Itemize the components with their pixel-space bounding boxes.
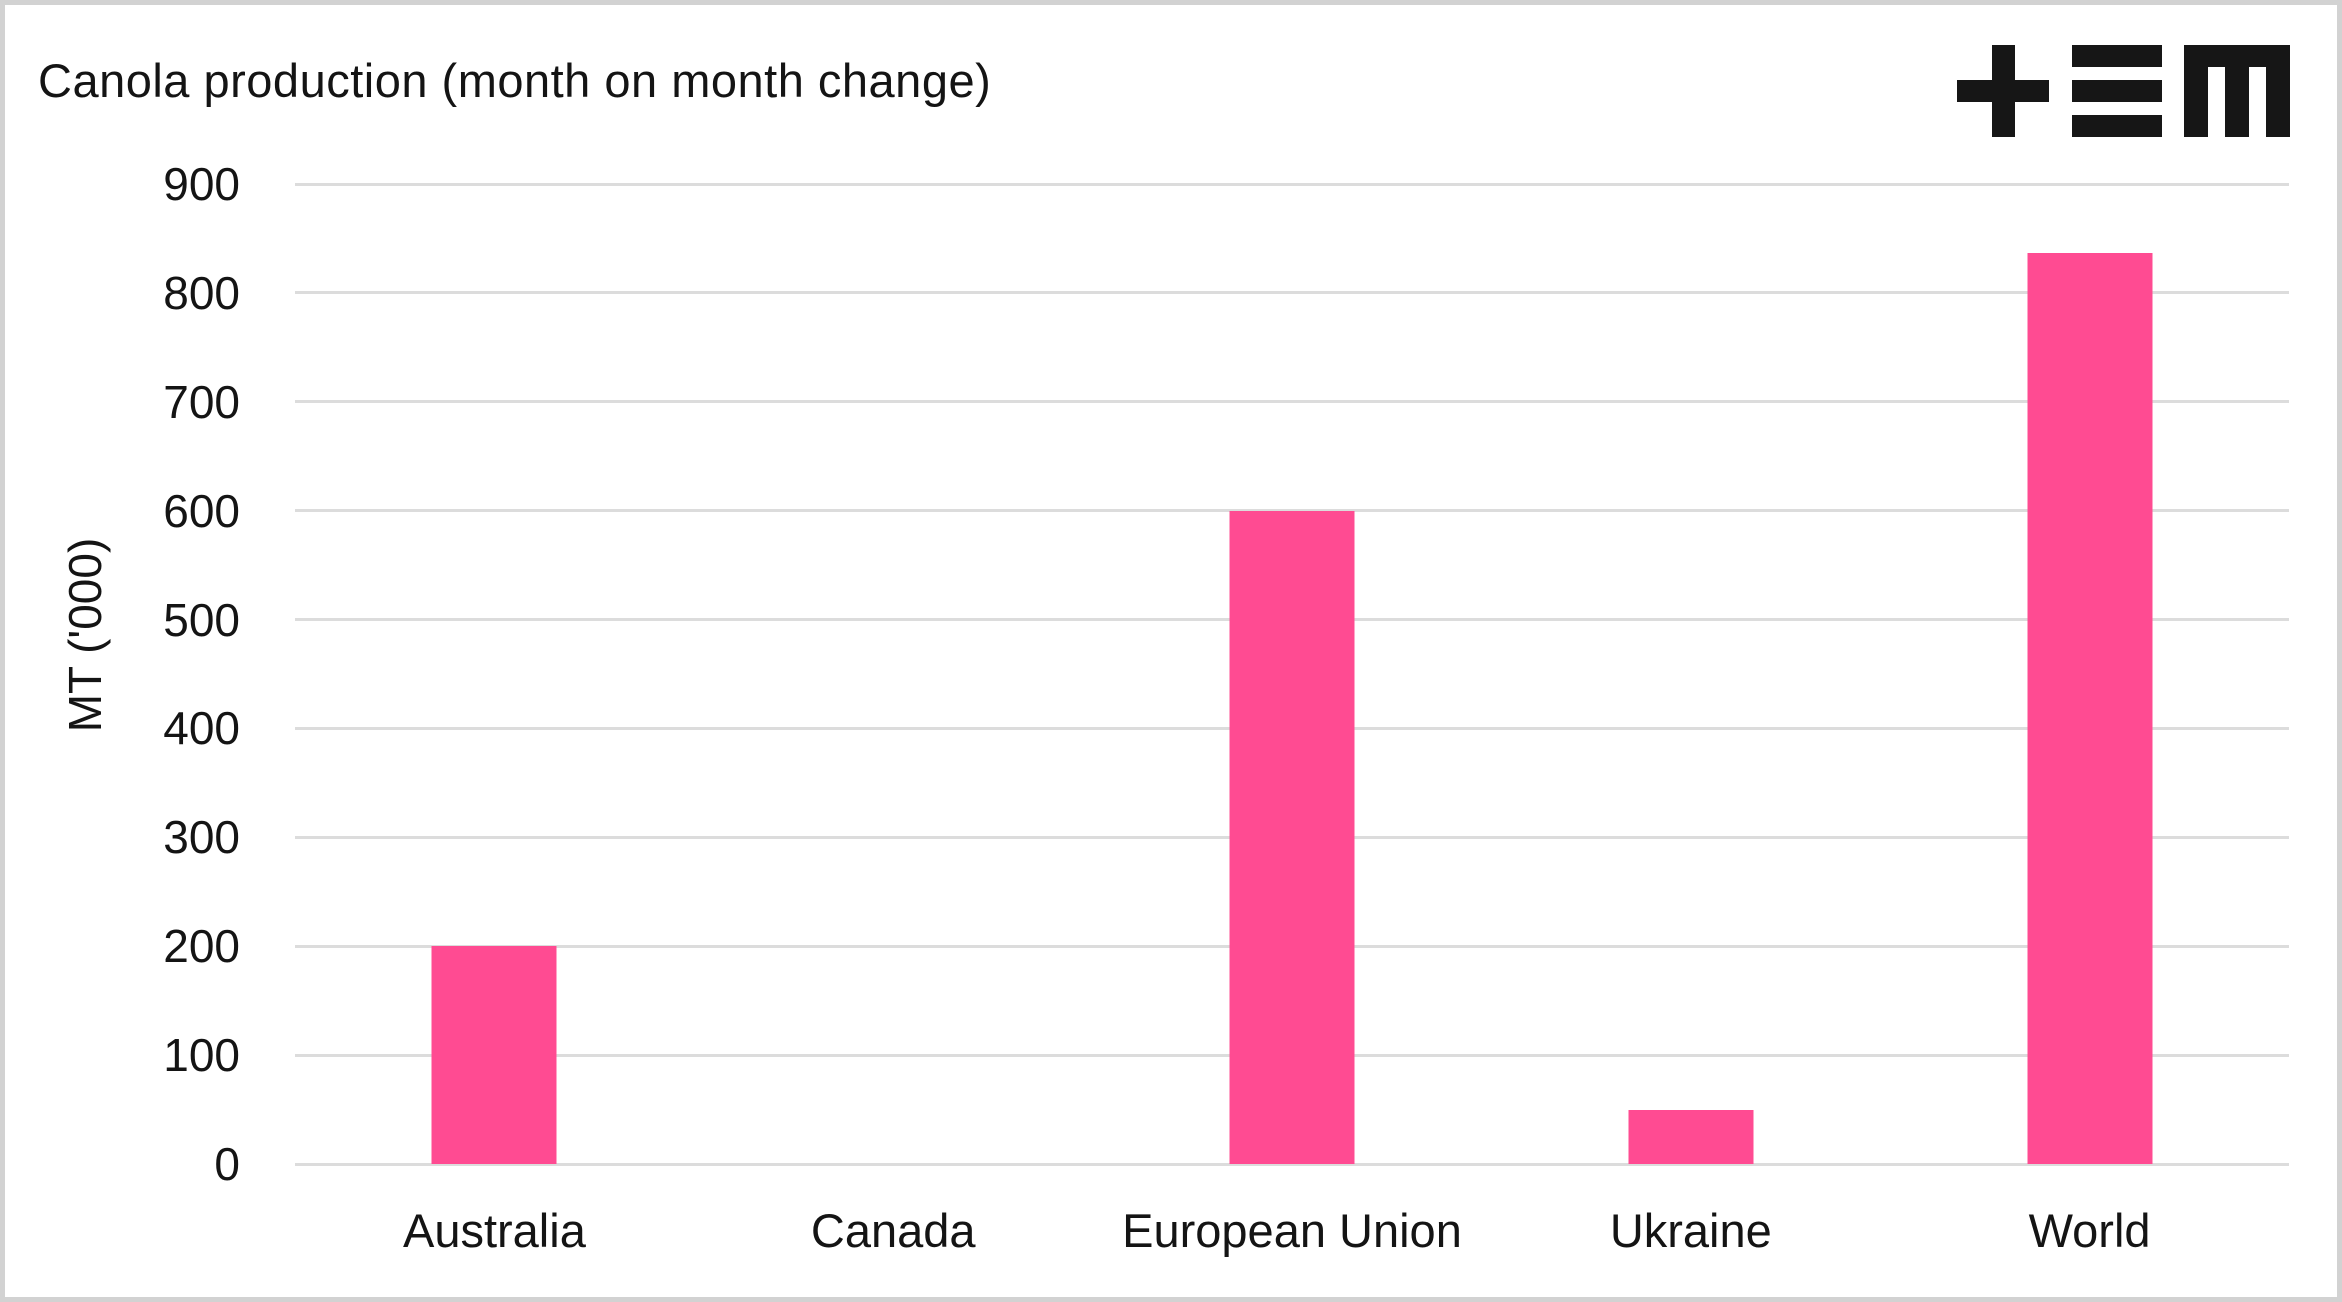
- gridline-800: [295, 291, 2289, 295]
- logo-bar-bottom: [2072, 115, 2162, 137]
- bar-column-australia: [295, 184, 694, 1164]
- logo-m-icon: [2184, 45, 2290, 137]
- plot-area: [295, 182, 2289, 1166]
- bars-container: [295, 184, 2289, 1164]
- logo-m-notch-left: [2208, 67, 2225, 137]
- x-label-ukraine: Ukraine: [1609, 1204, 1772, 1257]
- y-tick-label-100: 100: [163, 1029, 240, 1082]
- y-tick-label-0: 0: [214, 1138, 240, 1190]
- x-axis-category-labels: Australia Canada European Union Ukraine Worl…: [295, 1203, 2289, 1259]
- bar-column-ukraine: [1491, 184, 1890, 1164]
- gridline-700: [295, 400, 2289, 404]
- y-tick-label-500: 500: [163, 593, 240, 646]
- logo-triple-bar-icon: [2072, 45, 2162, 137]
- bar-column-european-union: [1093, 184, 1492, 1164]
- bar-ukraine: [1628, 1109, 1754, 1164]
- x-label-australia: Australia: [402, 1204, 586, 1257]
- y-tick-label-400: 400: [163, 702, 240, 755]
- x-label-world: World: [2028, 1204, 2151, 1257]
- y-tick-label-800: 800: [163, 266, 240, 319]
- y-axis-tick-labels: 0 100 200 300 400 500 600 700 800 900: [5, 5, 240, 1297]
- x-label-european-union: European Union: [1122, 1204, 1462, 1257]
- logo-plus-icon: [1957, 45, 2049, 137]
- logo-plus-horizontal-bar: [1957, 80, 2049, 102]
- bar-australia: [431, 946, 557, 1164]
- gridline-900: [295, 182, 2289, 186]
- bar-european-union: [1229, 510, 1355, 1164]
- y-tick-label-900: 900: [163, 158, 240, 210]
- logo-m-notch-right: [2249, 67, 2266, 137]
- logo-bar-middle: [2072, 80, 2162, 102]
- tem-logo: [1957, 45, 2290, 137]
- y-tick-label-300: 300: [163, 811, 240, 864]
- y-tick-label-200: 200: [163, 920, 240, 973]
- y-tick-label-700: 700: [163, 375, 240, 428]
- bar-column-world: [1890, 184, 2289, 1164]
- logo-bar-top: [2072, 45, 2162, 67]
- y-tick-label-600: 600: [163, 484, 240, 537]
- gridline-0: [295, 1162, 2289, 1166]
- x-label-canada: Canada: [810, 1204, 976, 1257]
- bar-column-canada: [694, 184, 1093, 1164]
- bar-world: [2027, 252, 2153, 1164]
- chart-title: Canola production (month on month change…: [38, 54, 992, 107]
